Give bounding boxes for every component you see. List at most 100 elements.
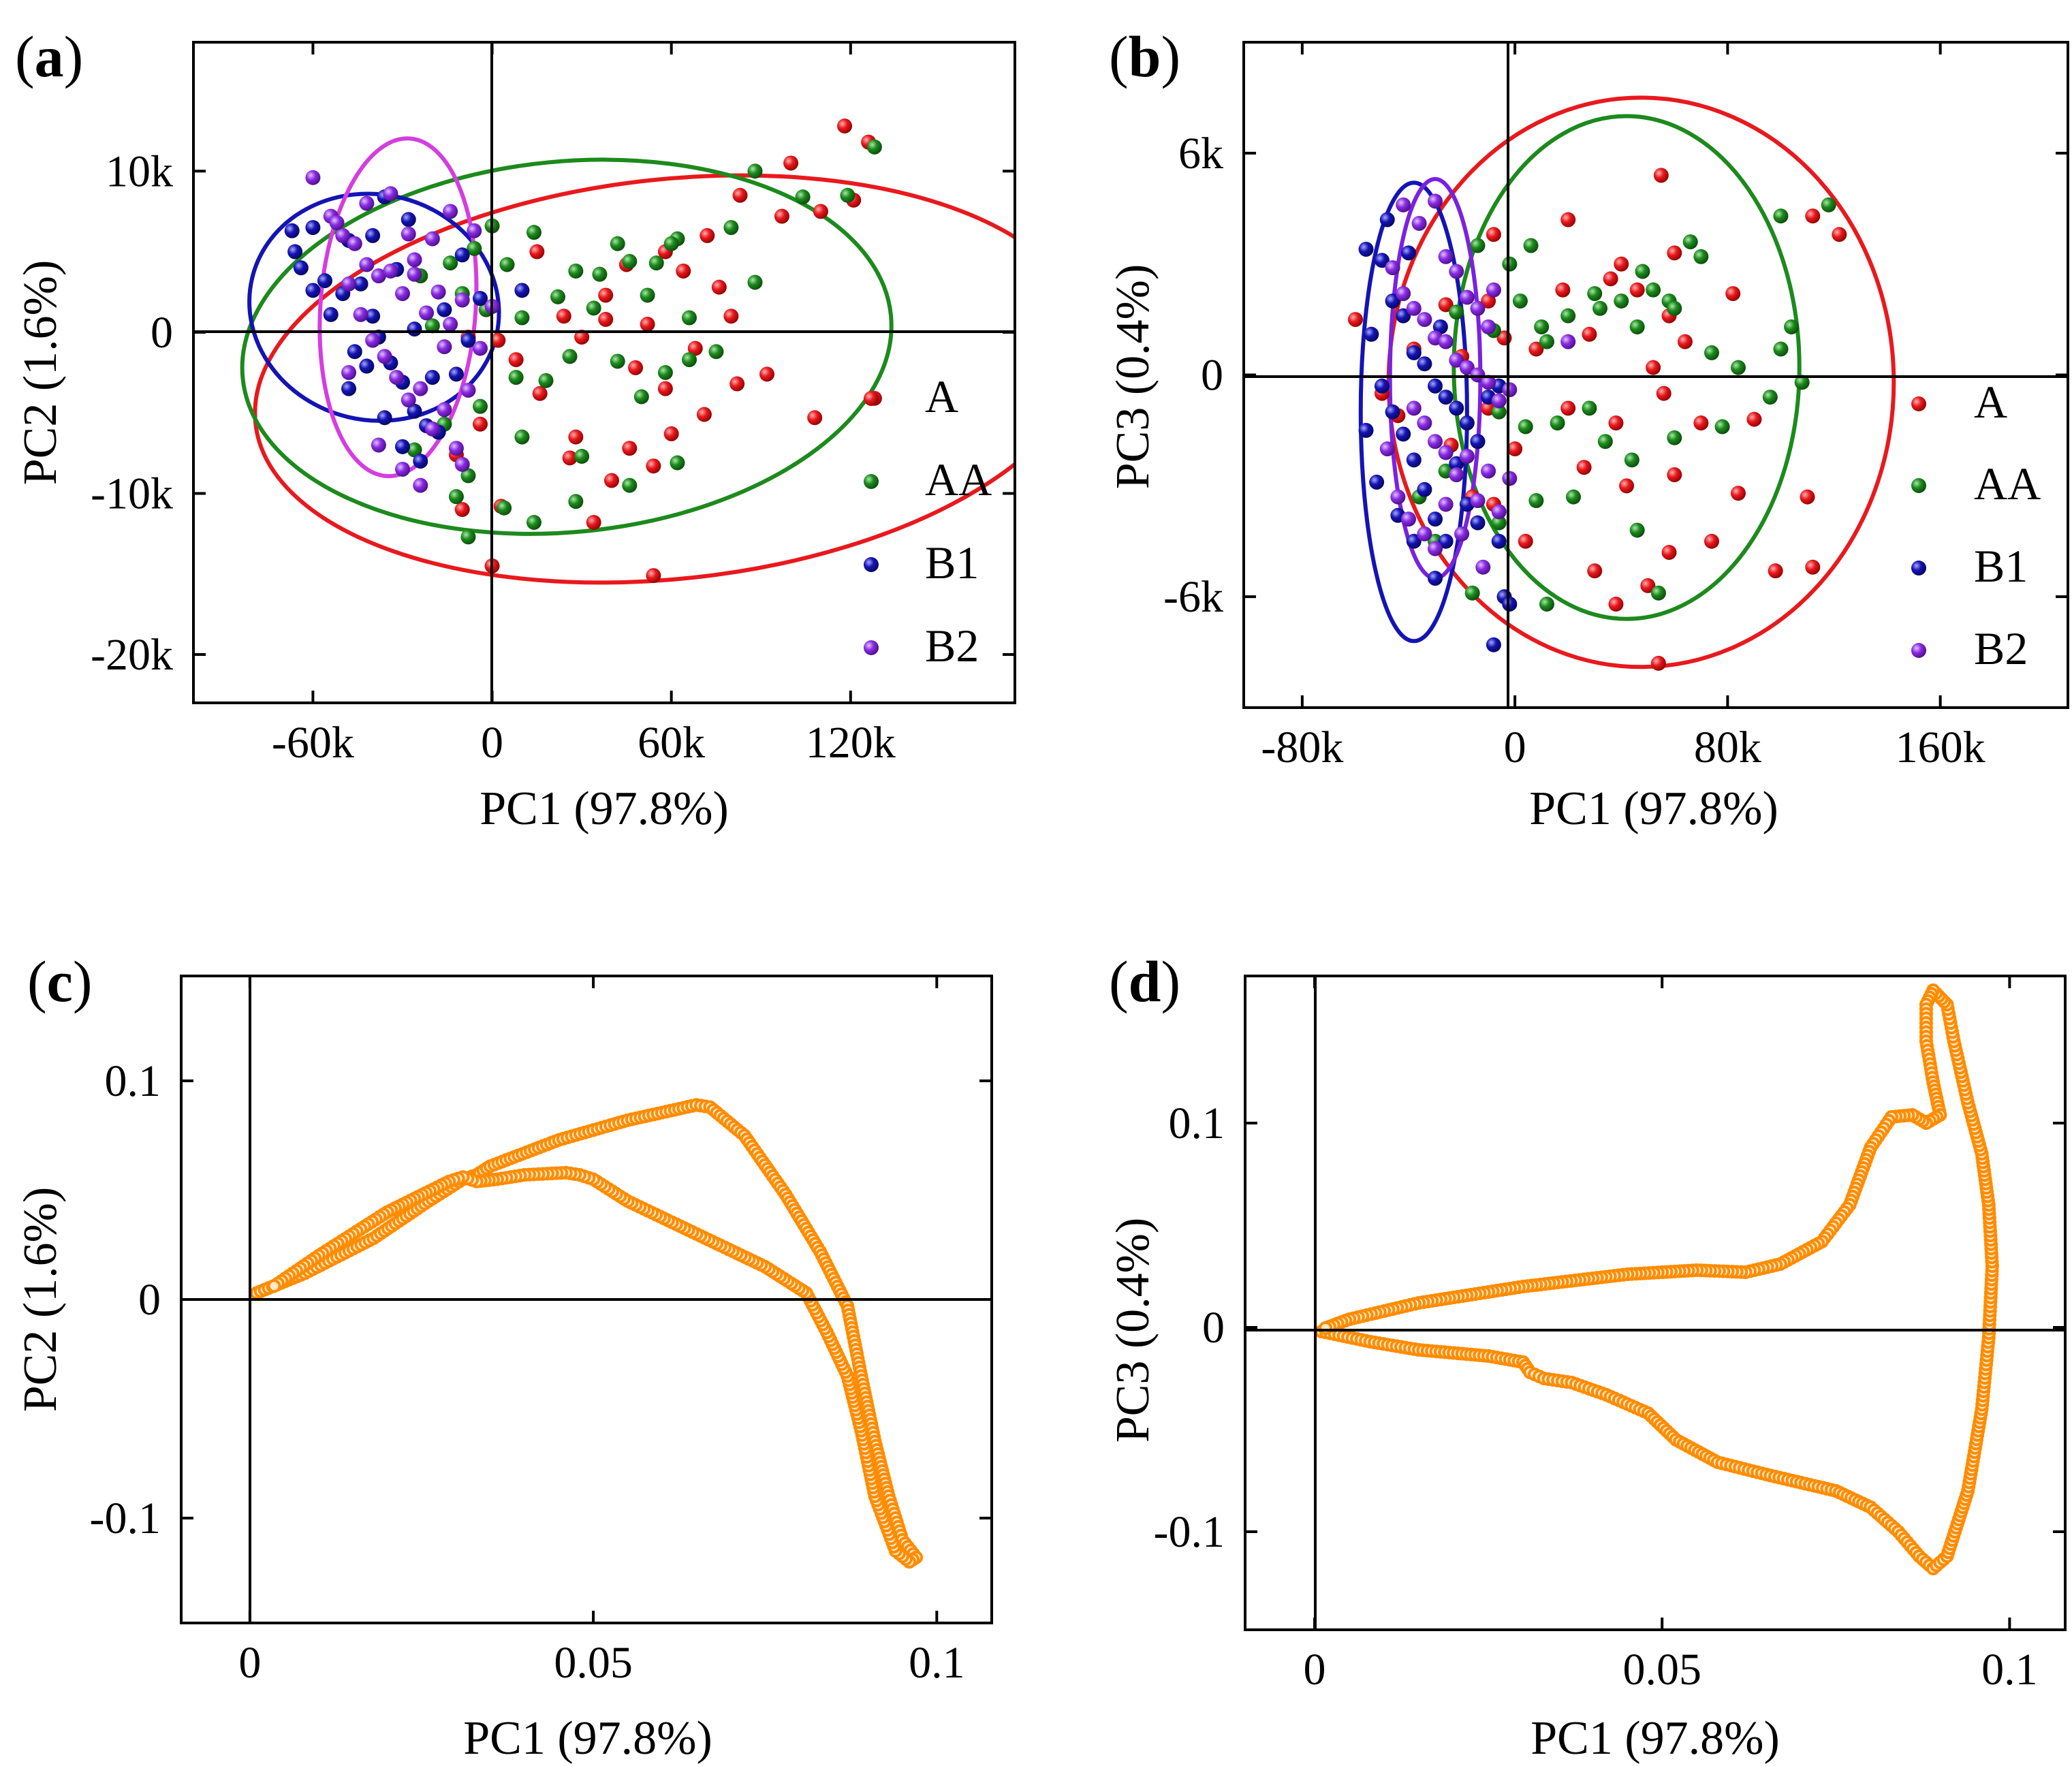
panel-b-point-A <box>1667 467 1682 483</box>
legend-b-AA-marker <box>1911 478 1926 493</box>
panel-b-point-A <box>1731 486 1746 501</box>
panel-b-point-AA <box>1614 293 1629 309</box>
panel-a-point-A <box>556 309 571 324</box>
panel-b-point-B1 <box>1470 515 1486 531</box>
panel-a-point-AA <box>866 139 882 155</box>
panel-b-point-B2 <box>1475 559 1491 575</box>
panel-b-point-AA <box>1646 282 1661 298</box>
panel-b-point-A <box>1587 563 1603 579</box>
panel-b-point-B2 <box>1428 541 1443 556</box>
panel-a-point-A <box>732 187 748 203</box>
panel-a-point-AA <box>448 489 464 505</box>
panel-b-point-B2 <box>1401 511 1416 527</box>
panel-b-point-A <box>1608 415 1624 431</box>
panel-b: (b) -80k 0 80k 160k -6k 0 6k PC1 (97.8%) PC3 (… <box>1107 24 2069 835</box>
panel-b-point-B1 <box>1396 308 1411 324</box>
panel-b-point-B1 <box>1438 533 1454 549</box>
panel-a-ytick-label: 10k <box>106 146 173 196</box>
panel-b-point-B2 <box>1438 445 1454 460</box>
panel-b-point-AA <box>1491 515 1507 531</box>
panel-b-point-B1 <box>1358 422 1374 438</box>
panel-a-point-B2 <box>460 383 476 398</box>
legend-a-AA-marker <box>864 474 879 489</box>
panel-b-point-B2 <box>1481 375 1496 390</box>
panel-a-point-AA <box>514 310 530 326</box>
panel-b-point-B2 <box>1379 441 1395 457</box>
panel-b-point-B2 <box>1470 367 1486 383</box>
panel-a-point-B1 <box>394 439 410 454</box>
panel-b-point-B2 <box>1560 334 1576 349</box>
panel-c-xtick-label: 0.1 <box>909 1638 965 1688</box>
panel-a-point-A <box>696 407 712 422</box>
panel-a-point-B2 <box>437 339 452 355</box>
panel-a-point-AA <box>633 389 649 405</box>
panel-b-ytick-label: 0 <box>1201 351 1223 400</box>
legend-a-A: A <box>864 370 958 422</box>
panel-b-point-AA <box>1762 390 1778 405</box>
panel-a-point-AA <box>443 255 458 271</box>
panel-a-point-A <box>490 332 506 348</box>
panel-b-point-A <box>1667 245 1682 261</box>
panel-d: (d) 0 0.05 0.1 -0.1 0 0.1 PC1 (97.8%) PC3 (0.… <box>1107 949 2067 1765</box>
panel-a-point-A <box>711 279 727 295</box>
panel-b-point-B2 <box>1491 393 1507 409</box>
panel-a-point-A <box>473 416 488 432</box>
panel-b-point-AA <box>1587 286 1603 302</box>
legend-a-A-marker <box>864 391 879 406</box>
panel-b-point-AA <box>1491 404 1507 420</box>
panel-a-point-B1 <box>359 358 375 374</box>
panel-b-point-AA <box>1624 452 1639 468</box>
panel-a-point-A <box>562 450 578 466</box>
panel-b-point-B1 <box>1369 474 1385 490</box>
panel-b-point-B2 <box>1438 249 1454 264</box>
panel-a-point-B2 <box>394 461 410 477</box>
panel-a-point-B2 <box>413 477 428 493</box>
panel-a-point-B2 <box>383 263 398 279</box>
panel-a-point-AA <box>747 163 763 179</box>
panel-b-point-AA <box>1629 319 1645 334</box>
panel-c-label: (c) <box>27 949 92 1014</box>
panel-b-point-A <box>1832 227 1847 242</box>
panel-b-ellipse-AA <box>1451 114 1802 621</box>
panel-b-point-B1 <box>1358 241 1374 257</box>
panel-a-point-AA <box>508 370 524 385</box>
panel-b-point-B1 <box>1385 293 1400 309</box>
panel-b-point-AA <box>1667 430 1682 445</box>
panel-b-point-B2 <box>1417 415 1432 431</box>
panel-b-point-A <box>1746 411 1762 427</box>
panel-b-xtick-label: 160k <box>1896 723 1985 772</box>
legend-a-B2: B2 <box>864 620 979 672</box>
panel-b-point-B2 <box>1481 319 1496 334</box>
legend-a-B1-marker <box>864 557 879 572</box>
panel-c-xtick-label: 0 <box>238 1638 261 1688</box>
panel-b-point-A <box>1438 297 1454 313</box>
panel-b-point-AA <box>1502 256 1518 272</box>
panel-b-point-B1 <box>1374 378 1390 394</box>
panel-b-point-B1 <box>1428 511 1443 527</box>
panel-c-xlabel: PC1 (97.8%) <box>463 1712 712 1765</box>
panel-a-point-B1 <box>424 370 440 385</box>
panel-a-point-B1 <box>353 276 368 291</box>
panel-a-point-AA <box>663 236 679 251</box>
panel-b-point-A <box>1768 563 1783 579</box>
panel-a-point-B1 <box>287 244 303 259</box>
panel-a-point-A <box>508 352 524 368</box>
panel-a-point-A <box>628 360 644 375</box>
panel-b-point-B2 <box>1491 504 1507 520</box>
panel-b-point-AA <box>1539 334 1554 349</box>
panel-b-point-B2 <box>1396 286 1411 302</box>
panel-b-point-A <box>1603 271 1618 287</box>
panel-b-point-B1 <box>1432 319 1448 334</box>
panel-a-point-A <box>529 244 545 259</box>
panel-a-point-A <box>598 311 614 327</box>
panel-a-point-AA <box>467 240 482 256</box>
panel-a-ticks: -60k 0 60k 120k -20k -10k 0 10k <box>91 42 1015 768</box>
panel-a-point-B2 <box>430 284 446 300</box>
panel-a-point-B2 <box>443 317 458 332</box>
panel-a-point-A <box>532 385 548 401</box>
panel-a-point-B2 <box>365 332 381 348</box>
panel-b-point-B2 <box>1428 434 1443 450</box>
panel-b-point-AA <box>1714 419 1730 435</box>
panel-a-point-B1 <box>377 410 392 426</box>
panel-a-point-B2 <box>448 441 464 456</box>
